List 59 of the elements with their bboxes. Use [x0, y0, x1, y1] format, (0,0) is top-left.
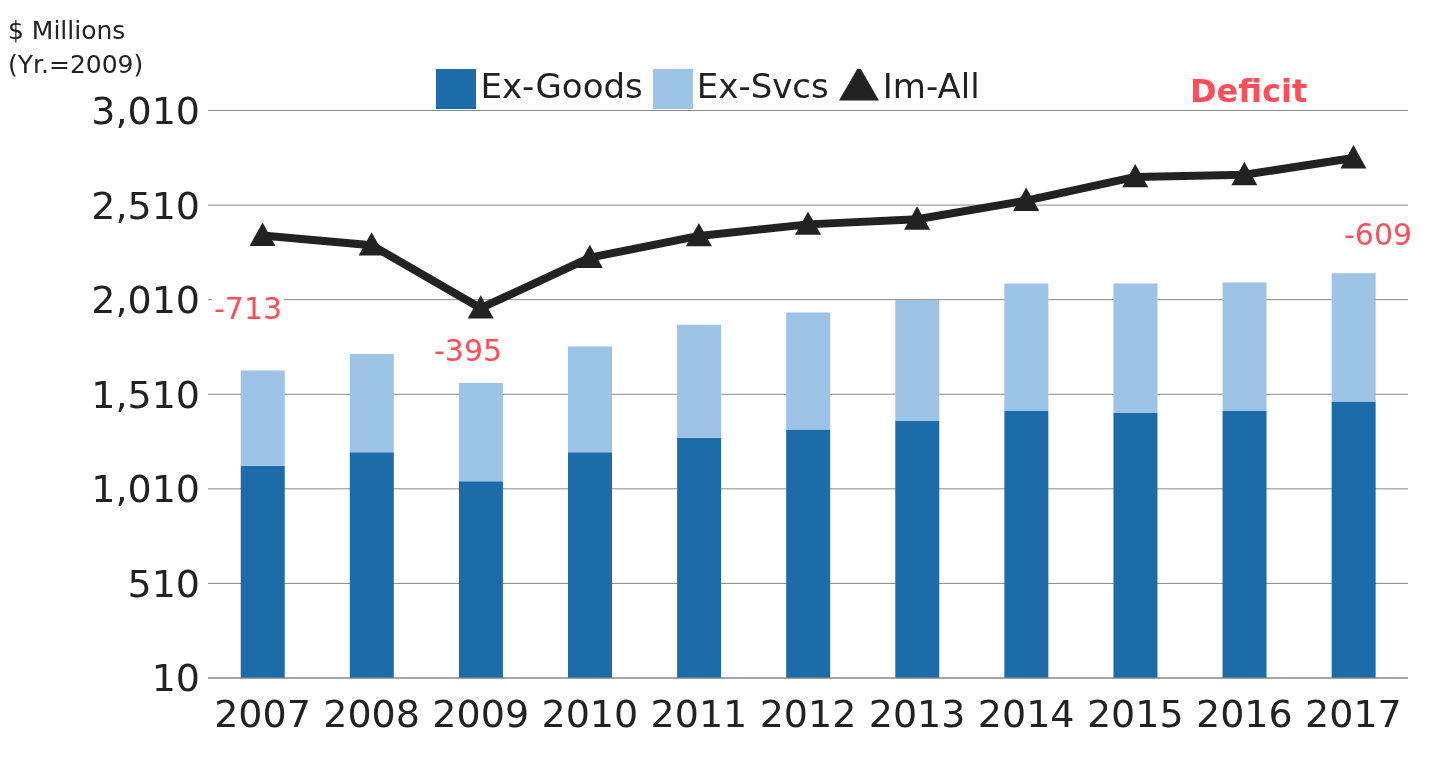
bar [458, 481, 503, 678]
point [1013, 187, 1040, 211]
y-tick-label: 2,010 [91, 278, 200, 323]
legend-label: Im-All [882, 66, 980, 106]
bar [568, 346, 612, 453]
x-tick-label: 2017 [1305, 691, 1402, 736]
bar [1222, 410, 1267, 678]
x-tick-label: 2015 [1086, 691, 1184, 736]
x-tick-label: 2009 [432, 691, 530, 736]
y-tick-label: 3,010 [91, 88, 200, 133]
bar [895, 421, 940, 678]
bar [1004, 283, 1049, 411]
x-tick-label: 2013 [868, 691, 966, 736]
legend-label: Ex-Goods [480, 66, 643, 106]
bar [1331, 273, 1376, 402]
legend-label: Ex-Svcs [696, 66, 829, 106]
bar [677, 324, 722, 438]
point [1122, 163, 1149, 188]
x-tick-label: 2008 [323, 691, 420, 736]
point [249, 222, 276, 246]
y-tick-label: 510 [127, 561, 200, 606]
bar [349, 452, 394, 678]
bar [1222, 282, 1267, 411]
annotation: -395 [432, 333, 505, 368]
annotation: -609 [1342, 217, 1415, 252]
point [1340, 144, 1367, 169]
x-tick-label: 2016 [1196, 691, 1293, 736]
x-tick-label: 2014 [977, 691, 1075, 736]
bar [1004, 410, 1049, 678]
bar [240, 465, 285, 678]
point [795, 211, 821, 235]
point [685, 222, 712, 247]
bar [1113, 412, 1158, 678]
text: Deficit [1188, 72, 1310, 110]
bar [677, 437, 722, 678]
y-tick-label: 10 [151, 656, 200, 701]
point [358, 232, 385, 256]
point [1231, 161, 1258, 186]
point [576, 244, 603, 269]
x-tick-label: 2010 [541, 691, 639, 736]
y-tick-label: 1,510 [91, 372, 200, 417]
x-tick-label: 2011 [650, 691, 748, 736]
x-tick-label: 2012 [759, 691, 857, 736]
point [467, 295, 494, 319]
bar [786, 429, 831, 678]
bar [349, 353, 394, 453]
y-tick-label: 2,510 [91, 183, 200, 228]
y-tick-label: 1,010 [91, 467, 200, 512]
x-tick-label: 2007 [214, 691, 311, 736]
bar [240, 370, 285, 466]
bar [458, 382, 503, 482]
bar [1113, 283, 1158, 413]
y-axis-title: $ Millions (Yr.=2009) [8, 15, 145, 81]
point [904, 206, 931, 230]
annotation: -713 [212, 291, 285, 326]
bar [568, 452, 612, 678]
bar [786, 312, 831, 430]
bar [895, 300, 940, 422]
bar [1331, 401, 1376, 678]
